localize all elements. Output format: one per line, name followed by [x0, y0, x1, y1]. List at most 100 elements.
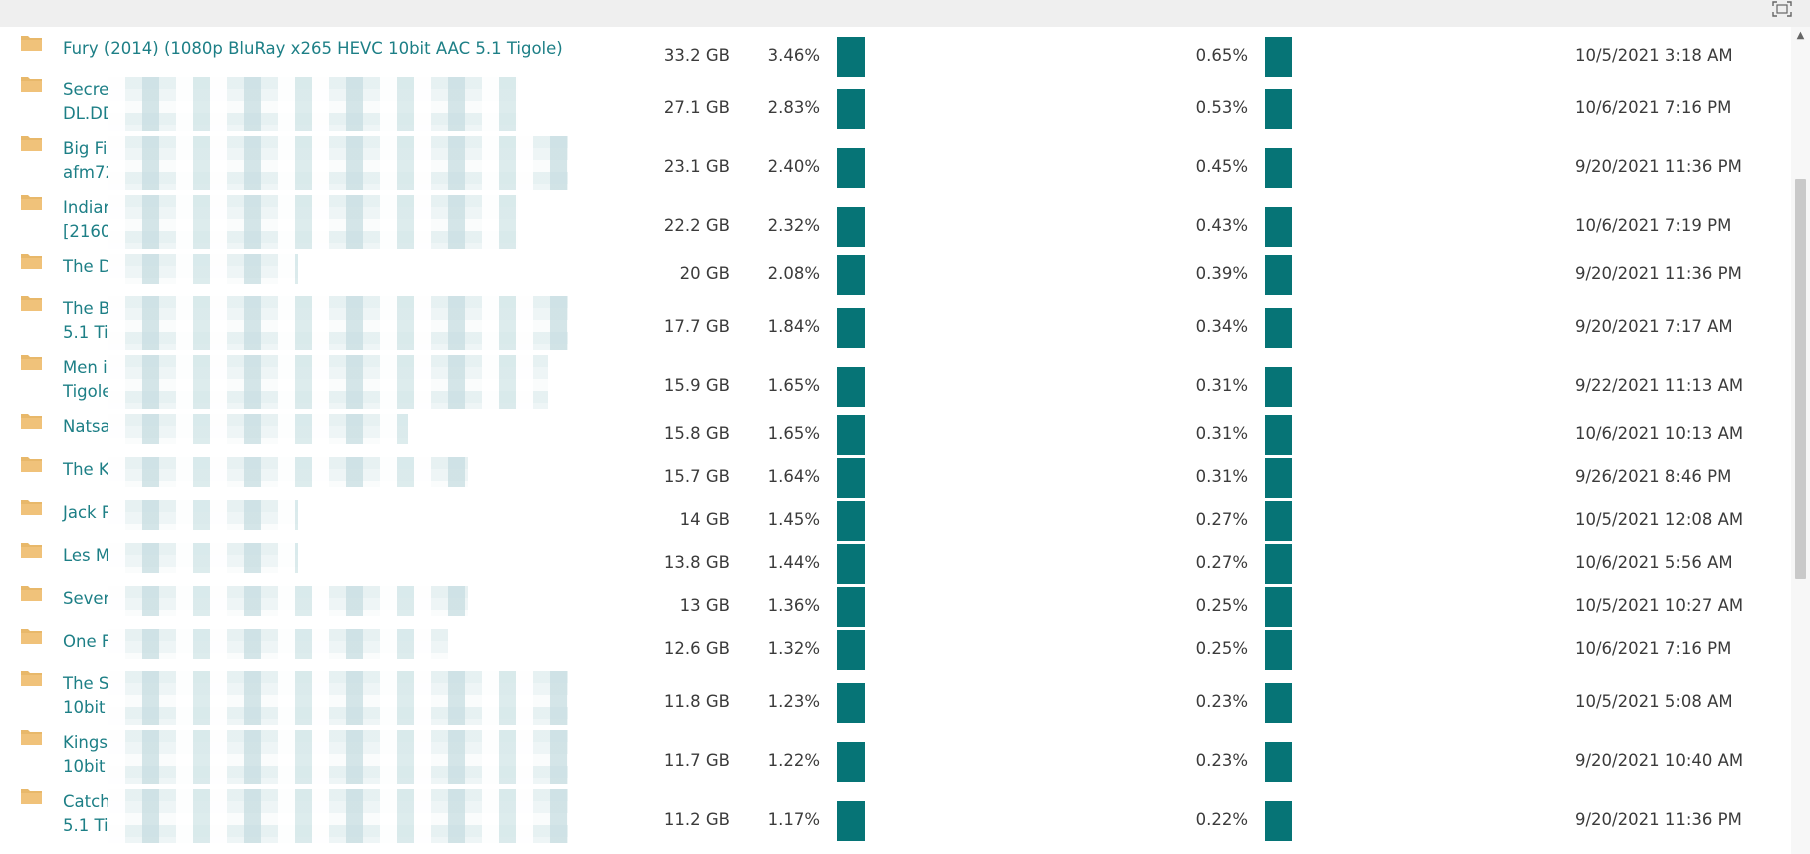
redacted-name-overlay	[108, 254, 298, 284]
folder-icon	[20, 75, 43, 93]
table-row[interactable]: Seven 13 GB 1.36% 0.25% 10/5/2021 10:27 …	[0, 586, 1790, 628]
total-usage-bar	[1265, 207, 1292, 247]
table-row[interactable]: The D 20 GB 2.08% 0.39% 9/20/2021 11:36 …	[0, 254, 1790, 296]
redacted-name-overlay	[108, 629, 448, 659]
table-row[interactable]: Natsa 15.8 GB 1.65% 0.31% 10/6/2021 10:1…	[0, 414, 1790, 456]
folder-name-link[interactable]: Men i Tigole	[63, 358, 113, 401]
total-usage-bar	[1265, 458, 1292, 498]
redacted-name-overlay	[108, 355, 548, 409]
parent-usage-bar	[837, 544, 865, 584]
folder-name-link[interactable]: Seven	[63, 589, 114, 608]
redacted-name-overlay	[108, 414, 408, 444]
folder-name-link[interactable]: The D	[63, 257, 112, 276]
percent-of-total: 0.23%	[1195, 692, 1248, 711]
folder-icon	[20, 412, 43, 430]
last-modified-date: 10/6/2021 7:16 PM	[1575, 639, 1732, 658]
folder-name-link[interactable]: The K	[63, 460, 110, 479]
table-row[interactable]: Secret DL.DD 27.1 GB 2.83% 0.53% 10/6/20…	[0, 77, 1790, 135]
percent-of-parent: 1.44%	[767, 553, 820, 572]
folder-name-link[interactable]: One F	[63, 632, 112, 651]
percent-of-total: 0.31%	[1195, 376, 1248, 395]
last-modified-date: 10/6/2021 10:13 AM	[1575, 424, 1744, 443]
folder-icon	[20, 134, 43, 152]
percent-of-parent: 2.83%	[767, 98, 820, 117]
scroll-up-arrow-icon[interactable]: ▲	[1796, 30, 1805, 41]
folder-size: 23.1 GB	[663, 157, 730, 176]
percent-of-total: 0.31%	[1195, 424, 1248, 443]
folder-name-link[interactable]: Kings 10bit	[63, 733, 108, 776]
percent-of-parent: 1.84%	[767, 317, 820, 336]
table-row[interactable]: The Sl 10bit 11.8 GB 1.23% 0.23% 10/5/20…	[0, 671, 1790, 729]
folder-icon	[20, 353, 43, 371]
folder-icon	[20, 193, 43, 211]
last-modified-date: 10/5/2021 12:08 AM	[1575, 510, 1744, 529]
table-row[interactable]: Jack R 14 GB 1.45% 0.27% 10/5/2021 12:08…	[0, 500, 1790, 542]
maximize-icon[interactable]	[1770, 0, 1794, 18]
folder-name-link[interactable]: Fury (2014) (1080p BluRay x265 HEVC 10bi…	[63, 39, 563, 58]
folder-size: 15.8 GB	[663, 424, 730, 443]
percent-of-total: 0.23%	[1195, 751, 1248, 770]
parent-usage-bar	[837, 207, 865, 247]
percent-of-parent: 1.36%	[767, 596, 820, 615]
parent-usage-bar	[837, 148, 865, 188]
total-usage-bar	[1265, 415, 1292, 455]
parent-usage-bar	[837, 308, 865, 348]
scrollbar-thumb[interactable]	[1795, 179, 1806, 579]
folder-size: 17.7 GB	[663, 317, 730, 336]
folder-name-link[interactable]: The Sl 10bit	[63, 674, 114, 717]
total-usage-bar	[1265, 501, 1292, 541]
percent-of-total: 0.65%	[1195, 46, 1248, 65]
table-row[interactable]: The K 15.7 GB 1.64% 0.31% 9/26/2021 8:46…	[0, 457, 1790, 499]
parent-usage-bar	[837, 255, 865, 295]
table-row[interactable]: Kings 10bit 11.7 GB 1.22% 0.23% 9/20/202…	[0, 730, 1790, 788]
table-row[interactable]: One F 12.6 GB 1.32% 0.25% 10/6/2021 7:16…	[0, 629, 1790, 671]
folder-name-link[interactable]: Les M	[63, 546, 111, 565]
parent-usage-bar	[837, 742, 865, 782]
folder-name-link[interactable]: Indiar [2160	[63, 198, 112, 241]
table-row[interactable]: Catch 5.1 Tig 11.2 GB 1.17% 0.22% 9/20/2…	[0, 789, 1790, 847]
last-modified-date: 9/20/2021 11:36 PM	[1575, 810, 1742, 829]
percent-of-parent: 1.17%	[767, 810, 820, 829]
folder-icon	[20, 498, 43, 516]
redacted-name-overlay	[108, 789, 568, 843]
table-row[interactable]: Big Fis afm72 23.1 GB 2.40% 0.45% 9/20/2…	[0, 136, 1790, 194]
table-row[interactable]: The B 5.1 Tig 17.7 GB 1.84% 0.34% 9/20/2…	[0, 296, 1790, 354]
percent-of-total: 0.45%	[1195, 157, 1248, 176]
total-usage-bar	[1265, 683, 1292, 723]
parent-usage-bar	[837, 501, 865, 541]
redacted-name-overlay	[108, 586, 468, 616]
percent-of-total: 0.31%	[1195, 467, 1248, 486]
parent-usage-bar	[837, 801, 865, 841]
folder-name-link[interactable]: Jack R	[63, 503, 114, 522]
percent-of-total: 0.43%	[1195, 216, 1248, 235]
redacted-name-overlay	[108, 671, 568, 725]
folder-icon	[20, 294, 43, 312]
vertical-scrollbar[interactable]: ▲	[1791, 27, 1810, 854]
folder-icon	[20, 787, 43, 805]
parent-usage-bar	[837, 630, 865, 670]
folder-icon	[20, 627, 43, 645]
folder-size: 11.7 GB	[663, 751, 730, 770]
percent-of-total: 0.34%	[1195, 317, 1248, 336]
folder-name-link[interactable]: Secret DL.DD	[63, 80, 116, 123]
folder-name-link[interactable]: Natsa	[63, 417, 111, 436]
folder-icon	[20, 669, 43, 687]
total-usage-bar	[1265, 148, 1292, 188]
percent-of-total: 0.25%	[1195, 639, 1248, 658]
table-row[interactable]: Les M 13.8 GB 1.44% 0.27% 10/6/2021 5:56…	[0, 543, 1790, 585]
total-usage-bar	[1265, 630, 1292, 670]
percent-of-parent: 1.64%	[767, 467, 820, 486]
table-row[interactable]: Indiar [2160 22.2 GB 2.32% 0.43% 10/6/20…	[0, 195, 1790, 253]
parent-usage-bar	[837, 367, 865, 407]
table-row[interactable]: Men i Tigole 15.9 GB 1.65% 0.31% 9/22/20…	[0, 355, 1790, 413]
folder-size: 11.2 GB	[663, 810, 730, 829]
last-modified-date: 10/6/2021 7:16 PM	[1575, 98, 1732, 117]
folder-icon	[20, 728, 43, 746]
percent-of-parent: 1.23%	[767, 692, 820, 711]
folder-size: 15.9 GB	[663, 376, 730, 395]
folder-size: 22.2 GB	[663, 216, 730, 235]
last-modified-date: 10/5/2021 5:08 AM	[1575, 692, 1733, 711]
redacted-name-overlay	[108, 296, 568, 350]
table-row[interactable]: Fury (2014) (1080p BluRay x265 HEVC 10bi…	[0, 36, 1790, 78]
redacted-name-overlay	[108, 77, 518, 131]
